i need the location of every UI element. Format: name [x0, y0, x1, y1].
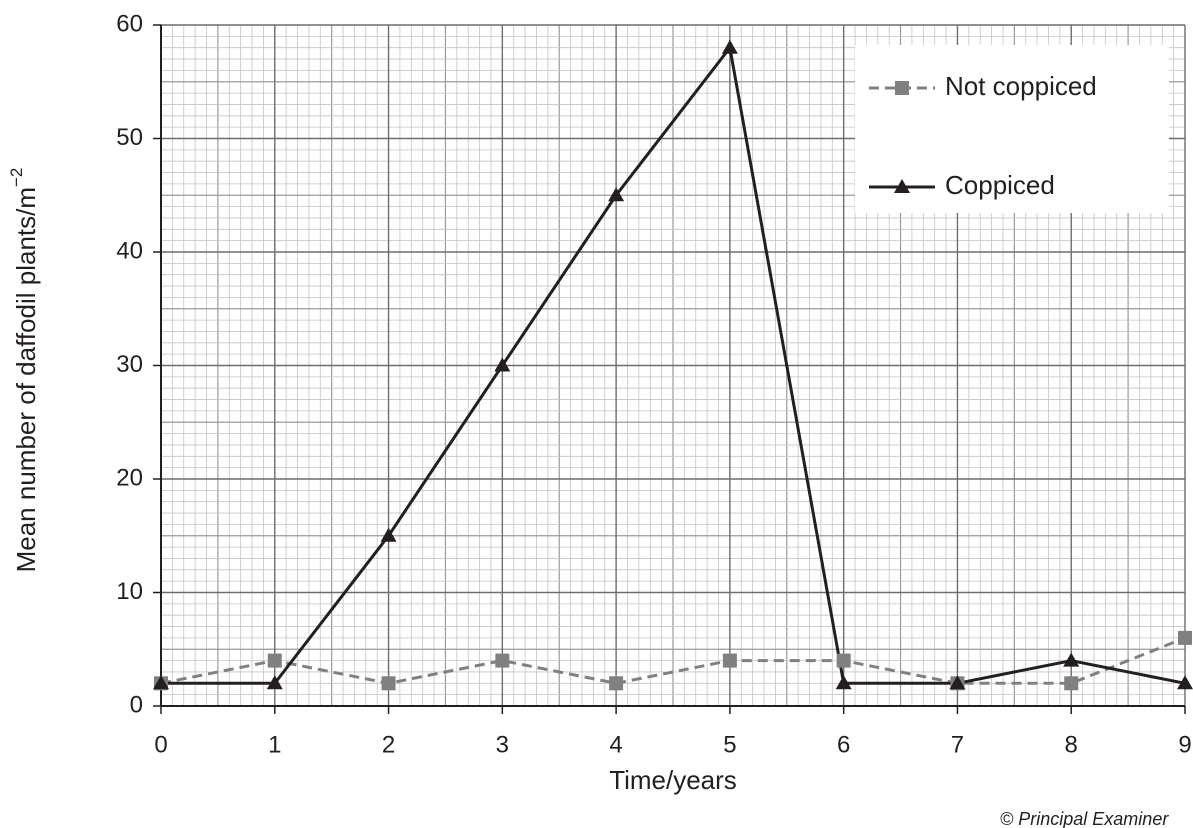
- legend-marker: [894, 179, 910, 193]
- data-point: [494, 357, 511, 372]
- data-point: [153, 675, 169, 690]
- x-axis-label: Time/years: [609, 765, 737, 795]
- x-tick-label: 2: [382, 731, 395, 758]
- series-line: [161, 44, 1186, 685]
- data-point: [1178, 630, 1192, 645]
- x-tick-label: 3: [496, 731, 509, 758]
- x-tick-label: 9: [1178, 731, 1191, 758]
- data-point: [1063, 652, 1080, 667]
- x-tick-label: 4: [609, 731, 622, 758]
- y-tick-label: 30: [116, 351, 143, 378]
- data-point: [495, 653, 510, 668]
- y-tick-label: 50: [116, 124, 143, 151]
- legend-box: [855, 45, 1169, 213]
- x-tick-label: 0: [154, 731, 167, 758]
- data-point: [267, 653, 282, 668]
- legend-label: Not coppiced: [945, 71, 1097, 101]
- data-point: [1064, 676, 1079, 691]
- legend-label: Coppiced: [945, 170, 1055, 200]
- x-tick-label: 8: [1065, 731, 1078, 758]
- y-tick-label: 40: [116, 237, 143, 264]
- data-point: [609, 676, 624, 691]
- data-point: [380, 527, 397, 542]
- y-axis-label-text: Mean number of daffodil plants/m: [11, 187, 41, 572]
- y-axis-label-superscript: −2: [7, 168, 26, 187]
- data-point: [266, 675, 283, 690]
- series-line: [160, 636, 1186, 685]
- x-tick-label: 7: [951, 731, 964, 758]
- y-tick-label: 60: [116, 10, 143, 37]
- y-tick-label: 10: [116, 578, 143, 605]
- x-tick-label: 6: [837, 731, 850, 758]
- data-point: [835, 675, 852, 690]
- grid: [160, 24, 1186, 707]
- data-point: [608, 187, 625, 202]
- x-tick-label: 1: [268, 731, 281, 758]
- legend-marker: [895, 81, 909, 95]
- data-point: [1177, 675, 1193, 690]
- footnote: © Principal Examiner: [1000, 809, 1169, 828]
- y-axis-label: Mean number of daffodil plants/m−2: [7, 168, 40, 573]
- x-tick-label: 5: [723, 731, 736, 758]
- data-point: [381, 676, 396, 691]
- data-point: [949, 675, 966, 690]
- data-point: [722, 653, 737, 668]
- data-point: [721, 39, 738, 54]
- y-tick-label: 0: [130, 691, 143, 718]
- data-point: [836, 653, 851, 668]
- y-tick-label: 20: [116, 464, 143, 491]
